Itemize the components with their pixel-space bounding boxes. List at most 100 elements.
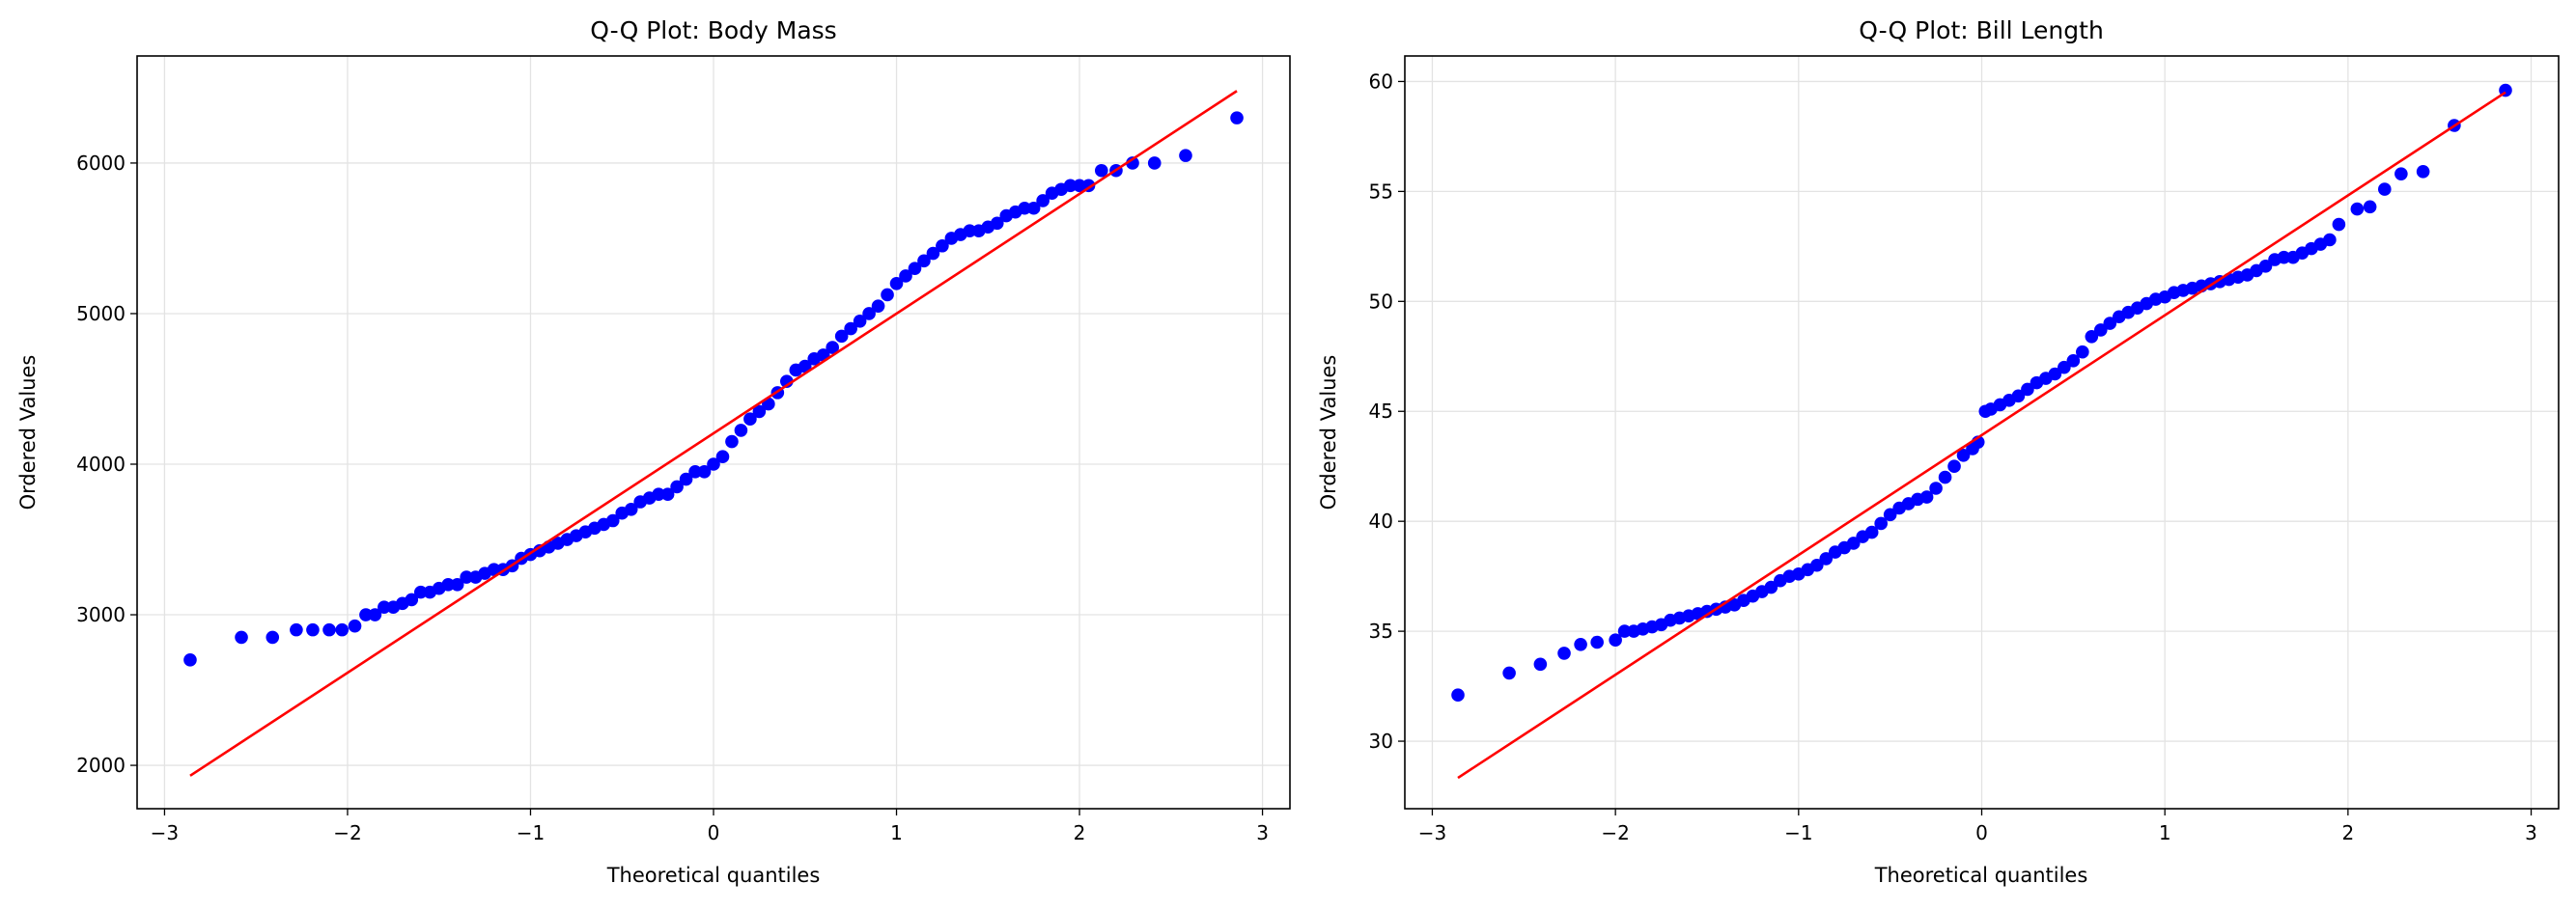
data-point xyxy=(368,608,382,621)
data-point xyxy=(2085,329,2099,344)
axes-frame xyxy=(136,55,1291,810)
data-point xyxy=(652,487,665,502)
y-tick-label: 55 xyxy=(1369,179,1393,203)
data-point xyxy=(1147,156,1162,170)
x-tick-label: −3 xyxy=(1418,821,1446,844)
data-point xyxy=(1846,537,1861,550)
data-point xyxy=(487,563,501,577)
data-point xyxy=(348,619,362,633)
y-tick-label: 40 xyxy=(1369,510,1393,533)
data-point xyxy=(1947,459,1961,474)
data-point xyxy=(881,288,894,302)
y-tick-label: 6000 xyxy=(76,152,126,175)
data-point xyxy=(441,578,455,592)
data-point xyxy=(2258,260,2273,273)
x-tick-label: 2 xyxy=(2341,821,2354,844)
data-point xyxy=(1809,558,1824,572)
data-point xyxy=(725,434,739,449)
y-tick-label: 2000 xyxy=(76,754,126,777)
data-point xyxy=(1179,149,1192,162)
y-tick-label: 30 xyxy=(1369,730,1393,753)
data-point xyxy=(926,246,940,261)
data-point xyxy=(707,457,720,471)
x-tick-label: 0 xyxy=(708,821,720,844)
data-point xyxy=(2103,317,2117,330)
data-point xyxy=(871,299,885,313)
data-point xyxy=(2048,367,2062,381)
fit-line xyxy=(1457,91,2506,780)
data-point xyxy=(1617,624,1632,638)
y-tick-label: 3000 xyxy=(76,603,126,626)
data-point xyxy=(1609,633,1622,648)
data-point xyxy=(306,622,320,637)
data-point xyxy=(322,622,336,637)
data-point xyxy=(936,238,949,253)
data-point xyxy=(335,622,350,637)
qq-plot-body-mass: Q-Q Plot: Body Mass Theoretical quantile… xyxy=(16,16,1291,887)
data-point xyxy=(1883,508,1897,522)
data-point xyxy=(2011,389,2026,403)
y-tick-label: 60 xyxy=(1369,69,1393,93)
data-point xyxy=(1063,179,1078,193)
data-point xyxy=(183,653,197,667)
data-point xyxy=(889,276,904,290)
data-point xyxy=(1590,635,1604,649)
data-point xyxy=(1451,688,1465,702)
y-tick-label: 5000 xyxy=(76,302,126,325)
data-point xyxy=(1230,111,1244,124)
data-point xyxy=(624,503,638,516)
y-tick-label: 35 xyxy=(1369,620,1393,643)
x-axis-label: Theoretical quantiles xyxy=(1874,864,2088,887)
data-point xyxy=(743,412,757,426)
data-point xyxy=(752,404,767,419)
data-point xyxy=(1919,490,1934,504)
data-point xyxy=(990,216,1004,231)
data-point xyxy=(266,630,280,645)
data-point xyxy=(688,465,702,479)
x-tick-label: −1 xyxy=(1784,821,1812,844)
data-point xyxy=(734,424,748,437)
data-point xyxy=(2416,165,2430,179)
data-point xyxy=(1574,637,1587,651)
data-point xyxy=(450,578,464,592)
data-point xyxy=(605,513,620,528)
data-point xyxy=(834,329,849,344)
data-point xyxy=(1036,194,1050,207)
data-point xyxy=(917,254,931,268)
x-tick-label: 1 xyxy=(2159,821,2171,844)
data-point xyxy=(235,630,248,645)
x-tick-label: −2 xyxy=(1601,821,1629,844)
data-point xyxy=(963,224,977,237)
x-tick-label: −2 xyxy=(333,821,361,844)
data-point xyxy=(1026,201,1041,215)
data-point xyxy=(2332,217,2346,232)
data-point xyxy=(697,465,712,479)
data-points xyxy=(183,111,1244,667)
data-point xyxy=(1956,449,1971,462)
data-point xyxy=(1864,525,1879,539)
data-point xyxy=(1018,201,1031,215)
qq-plot-bill-length: Q-Q Plot: Bill Length Theoretical quanti… xyxy=(1317,16,2560,887)
x-axis-label: Theoretical quantiles xyxy=(606,864,821,887)
y-tick-label: 45 xyxy=(1369,400,1393,423)
data-point xyxy=(2277,250,2291,264)
data-point xyxy=(2378,182,2392,196)
data-point xyxy=(1502,666,1516,680)
chart-title: Q-Q Plot: Bill Length xyxy=(1859,16,2104,44)
data-point xyxy=(1073,179,1086,193)
data-point xyxy=(715,450,730,463)
fit-line xyxy=(189,90,1238,777)
data-point xyxy=(679,472,693,486)
data-point xyxy=(826,341,839,354)
y-tick-label: 4000 xyxy=(76,453,126,476)
data-point xyxy=(1874,516,1888,531)
x-tick-label: 2 xyxy=(1074,821,1086,844)
data-point xyxy=(2021,382,2034,397)
data-point xyxy=(2076,345,2089,359)
data-point xyxy=(853,314,867,328)
data-point xyxy=(1938,470,1952,484)
data-point xyxy=(290,622,303,637)
x-tick-label: 3 xyxy=(1256,821,1269,844)
data-point xyxy=(1557,647,1571,660)
